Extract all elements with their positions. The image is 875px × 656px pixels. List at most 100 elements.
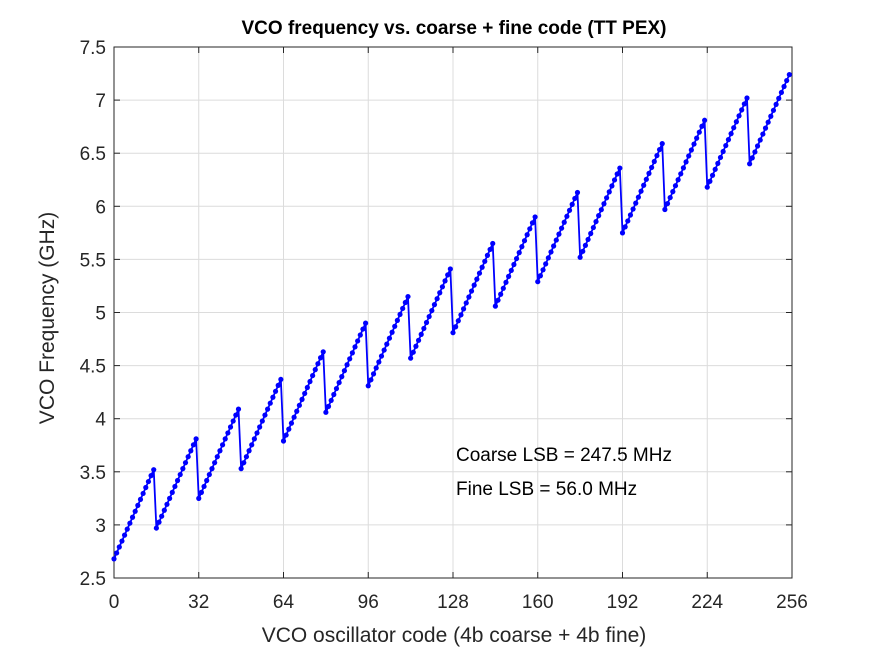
data-point <box>280 438 287 444</box>
data-point <box>598 207 604 213</box>
data-point <box>513 255 520 262</box>
data-point <box>479 264 485 270</box>
data-point <box>257 424 263 430</box>
data-point <box>206 471 212 478</box>
data-point <box>484 252 491 258</box>
data-point <box>389 329 395 335</box>
data-point <box>336 379 342 386</box>
data-point <box>188 448 194 454</box>
y-tick-label: 5.5 <box>80 250 106 271</box>
x-tick-label: 0 <box>109 592 120 613</box>
data-point <box>278 376 284 383</box>
data-point <box>434 296 440 302</box>
data-point <box>227 424 234 430</box>
data-point <box>439 284 446 290</box>
x-axis-label: VCO oscillator code (4b coarse + 4b fine… <box>262 624 647 647</box>
data-point <box>270 394 276 400</box>
data-point <box>503 279 509 285</box>
data-point <box>688 147 694 153</box>
data-point <box>339 374 345 380</box>
data-point <box>347 356 353 362</box>
data-point <box>519 244 525 250</box>
data-point <box>582 242 589 248</box>
data-point <box>468 288 475 294</box>
data-point <box>363 320 369 326</box>
data-point <box>204 477 210 484</box>
data-point <box>649 164 655 171</box>
data-point <box>683 159 689 165</box>
data-point <box>437 290 443 296</box>
data-point <box>606 189 612 195</box>
data-point <box>593 218 599 225</box>
data-point <box>638 188 644 194</box>
data-point <box>529 220 536 226</box>
data-point <box>585 236 591 243</box>
series-line <box>113 74 791 560</box>
data-point <box>786 72 792 78</box>
data-point <box>325 403 332 409</box>
data-point <box>627 212 634 218</box>
data-point <box>553 237 559 243</box>
data-point <box>588 230 594 237</box>
data-point <box>397 311 403 318</box>
x-tick-label: 160 <box>522 592 554 613</box>
data-point <box>151 467 157 473</box>
data-point <box>296 402 302 408</box>
data-point <box>145 478 152 485</box>
data-point <box>381 347 387 353</box>
data-point <box>781 83 787 90</box>
data-point <box>643 176 649 182</box>
data-point <box>678 171 684 177</box>
data-point <box>617 165 623 171</box>
data-point <box>733 119 739 125</box>
data-point <box>744 95 750 101</box>
data-point <box>246 448 252 454</box>
data-point <box>672 183 679 189</box>
data-point <box>511 261 517 268</box>
data-point <box>778 89 785 96</box>
data-point <box>527 226 533 232</box>
data-point <box>545 255 551 261</box>
data-point <box>445 272 451 278</box>
data-point <box>476 270 483 276</box>
data-point <box>341 368 348 374</box>
data-point <box>704 184 710 190</box>
data-point <box>177 471 183 478</box>
data-point <box>169 489 175 495</box>
data-point <box>463 300 469 306</box>
data-point <box>664 200 671 207</box>
data-point <box>241 460 247 466</box>
data-point <box>283 432 289 438</box>
data-point <box>167 495 173 501</box>
data-point <box>418 331 424 337</box>
data-point <box>275 382 281 388</box>
data-point <box>609 183 615 189</box>
data-point <box>331 391 337 398</box>
data-point <box>691 141 697 147</box>
data-point <box>725 137 732 143</box>
data-point <box>521 238 528 244</box>
data-point <box>212 460 218 466</box>
data-point <box>442 278 448 284</box>
data-point <box>249 442 255 448</box>
data-point <box>198 489 204 495</box>
data-point <box>532 214 538 220</box>
data-point <box>431 302 438 308</box>
data-point <box>185 454 191 460</box>
data-point <box>723 142 729 149</box>
x-tick-label: 32 <box>188 592 209 613</box>
data-point <box>474 276 480 282</box>
data-point <box>754 143 761 149</box>
data-point <box>537 273 544 279</box>
data-point <box>630 206 636 212</box>
data-point <box>741 101 747 107</box>
data-point <box>646 170 652 176</box>
data-point <box>376 359 382 365</box>
data-point <box>405 293 411 300</box>
data-point <box>344 362 350 368</box>
grid <box>113 46 793 579</box>
x-axis-ticks: 0 32 64 96 128 160 192 224 256 <box>109 47 808 613</box>
data-point <box>694 135 700 141</box>
data-point <box>143 484 149 491</box>
